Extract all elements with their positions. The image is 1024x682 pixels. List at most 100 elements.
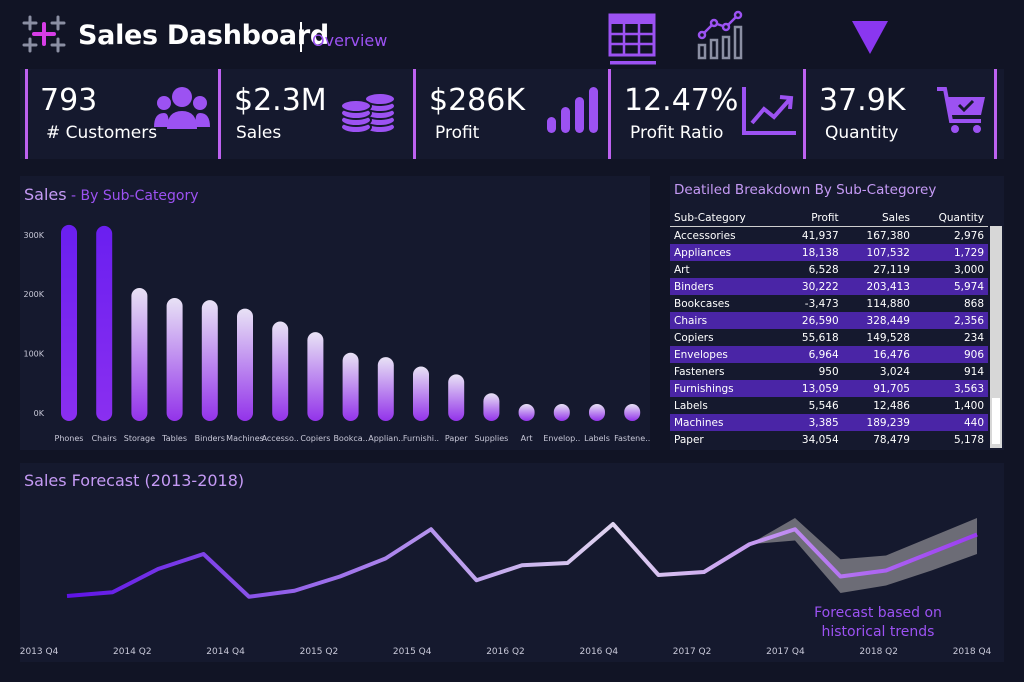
table-header-row: Sub-Category Profit Sales Quantity — [670, 209, 988, 227]
bar[interactable] — [448, 374, 465, 421]
table-row[interactable]: Furnishings 13,059 91,705 3,563 — [670, 380, 988, 397]
table-cell: 5,178 — [953, 433, 984, 446]
table-cell: 914 — [963, 365, 984, 378]
table-cell: Bookcases — [674, 297, 730, 310]
kpi-divider — [218, 69, 221, 159]
column-header[interactable]: Quantity — [913, 209, 988, 227]
table-cell: 55,618 — [801, 331, 839, 344]
x-tick-label: Fastene.. — [614, 434, 650, 443]
table-cell: 78,479 — [873, 433, 910, 446]
bar[interactable] — [377, 357, 394, 421]
shopping-cart-icon — [935, 83, 995, 139]
table-cell: Machines — [670, 414, 781, 431]
table-cell: 26,590 — [780, 312, 843, 329]
filter-dropdown[interactable] — [848, 18, 892, 58]
kpi-label: Quantity — [825, 123, 899, 143]
column-header[interactable]: Sub-Category — [670, 209, 781, 227]
trend-up-chart-icon — [740, 83, 800, 139]
table-cell: Chairs — [670, 312, 781, 329]
table-row[interactable]: Art 6,528 27,119 3,000 — [670, 261, 988, 278]
x-tick-label: Storage — [124, 434, 155, 443]
breakdown-table: Sub-Category Profit Sales Quantity Acces… — [670, 209, 988, 448]
x-tick-label: 2017 Q4 — [766, 647, 805, 657]
sales-forecast-line-chart: 2013 Q4 2014 Q2 2014 Q4 2015 Q2 2015 Q4 2016 … — [20, 518, 992, 657]
x-tick-label: 2015 Q2 — [300, 647, 339, 657]
column-header[interactable]: Profit — [780, 209, 843, 227]
tab-table-view[interactable] — [605, 10, 659, 66]
x-tick-label: 2013 Q4 — [20, 647, 59, 657]
bar[interactable] — [553, 404, 570, 421]
table-cell: 203,413 — [842, 278, 914, 295]
bar[interactable] — [61, 224, 77, 421]
table-cell: 234 — [963, 331, 984, 344]
y-tick-label: 200K — [23, 290, 44, 299]
table-row[interactable]: Binders 30,222 203,413 5,974 — [670, 278, 988, 295]
bar[interactable] — [166, 298, 183, 421]
table-row[interactable]: Copiers 55,618 149,528 234 — [670, 329, 988, 346]
table-cell: 3,563 — [913, 380, 988, 397]
table-cell: 5,546 — [808, 399, 839, 412]
kpi-profit-ratio[interactable]: 12.47% Profit Ratio — [604, 69, 799, 159]
tab-chart-view[interactable] — [693, 10, 747, 66]
users-icon — [152, 83, 212, 139]
kpi-quantity[interactable]: 37.9K Quantity — [799, 69, 1004, 159]
bar[interactable] — [483, 393, 500, 421]
table-row[interactable]: Bookcases -3,473 114,880 868 — [670, 295, 988, 312]
table-cell: 27,119 — [873, 263, 910, 276]
table-cell: Fasteners — [674, 365, 725, 378]
table-cell: Appliances — [670, 244, 781, 261]
bar[interactable] — [589, 404, 605, 421]
panel-title-sub: - By Sub-Category — [66, 188, 199, 204]
x-tick-label: Labels — [584, 434, 610, 443]
bar[interactable] — [624, 404, 641, 421]
bar[interactable] — [342, 352, 359, 421]
table-row[interactable]: Paper 34,054 78,479 5,178 — [670, 431, 988, 448]
table-cell: -3,473 — [804, 297, 839, 310]
bar[interactable] — [272, 321, 289, 421]
kpi-value: 37.9K — [819, 83, 906, 118]
table-scrollbar[interactable] — [990, 226, 1002, 448]
kpi-customers[interactable]: 793 # Customers — [20, 69, 214, 159]
kpi-sales[interactable]: $2.3M Sales — [214, 69, 409, 159]
x-tick-label: Applian.. — [368, 434, 403, 443]
bar-line-chart-icon — [697, 10, 743, 60]
page-subtitle[interactable]: Overview — [312, 31, 388, 50]
table-row[interactable]: Appliances 18,138 107,532 1,729 — [670, 244, 988, 261]
bar[interactable] — [96, 225, 113, 421]
x-tick-label: 2016 Q4 — [580, 647, 619, 657]
table-cell: 12,486 — [873, 399, 910, 412]
bar[interactable] — [237, 308, 253, 421]
x-tick-label: Accesso.. — [262, 434, 299, 443]
x-tick-label: 2014 Q2 — [113, 647, 152, 657]
x-tick-label: 2018 Q2 — [859, 647, 898, 657]
table-row[interactable]: Accessories 41,937 167,380 2,976 — [670, 227, 988, 245]
table-cell: 1,729 — [913, 244, 988, 261]
page-title: Sales Dashboard — [78, 20, 329, 51]
bar[interactable] — [518, 404, 535, 421]
table-row[interactable]: Envelopes 6,964 16,476 906 — [670, 346, 988, 363]
sales-line[interactable] — [66, 522, 978, 599]
bar[interactable] — [307, 332, 324, 421]
bar[interactable] — [131, 288, 148, 421]
table-row[interactable]: Fasteners 950 3,024 914 — [670, 363, 988, 380]
bar[interactable] — [201, 300, 218, 421]
kpi-divider — [413, 69, 416, 159]
table-row[interactable]: Labels 5,546 12,486 1,400 — [670, 397, 988, 414]
y-tick-label: 0K — [34, 409, 45, 418]
table-cell: 6,964 — [780, 346, 843, 363]
table-row[interactable]: Machines 3,385 189,239 440 — [670, 414, 988, 431]
table-cell: 107,532 — [842, 244, 914, 261]
table-cell: Paper — [674, 433, 704, 446]
table-cell: 13,059 — [780, 380, 843, 397]
table-scrollbar-thumb[interactable] — [992, 398, 1000, 444]
table-row[interactable]: Chairs 26,590 328,449 2,356 — [670, 312, 988, 329]
column-header[interactable]: Sales — [842, 209, 914, 227]
table-cell: 189,239 — [842, 414, 914, 431]
kpi-label: Sales — [236, 123, 282, 143]
kpi-value: 12.47% — [624, 83, 739, 118]
x-tick-label: 2015 Q4 — [393, 647, 432, 657]
kpi-profit[interactable]: $286K Profit — [409, 69, 604, 159]
table-cell: 3,000 — [953, 263, 984, 276]
bar[interactable] — [413, 366, 429, 421]
x-tick-label: 2018 Q4 — [953, 647, 992, 657]
